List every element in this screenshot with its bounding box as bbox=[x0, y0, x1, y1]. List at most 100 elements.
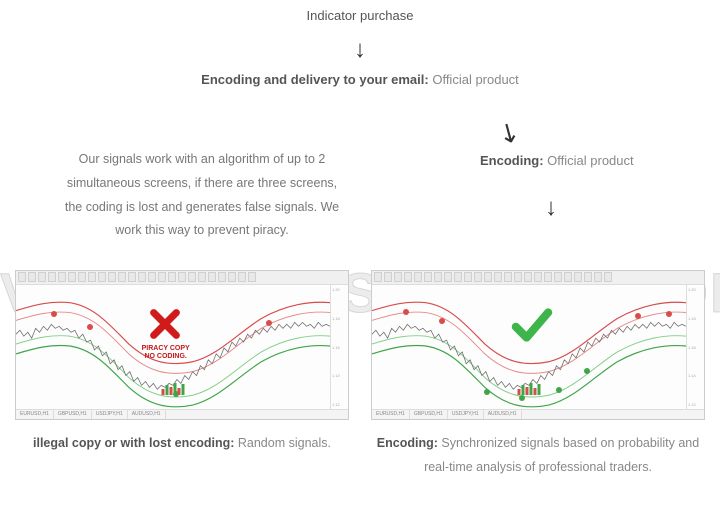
toolbar-button[interactable] bbox=[218, 272, 226, 282]
bars-indicator-icon bbox=[518, 383, 541, 395]
toolbar-button[interactable] bbox=[534, 272, 542, 282]
chart-tab[interactable]: AUDUSD,H1 bbox=[484, 410, 522, 419]
toolbar-button[interactable] bbox=[88, 272, 96, 282]
x-mark-icon bbox=[148, 307, 182, 346]
arrow-diagonal-icon: ↘ bbox=[492, 114, 526, 152]
chart-body bbox=[372, 285, 686, 409]
toolbar-button[interactable] bbox=[554, 272, 562, 282]
step2-light: Official product bbox=[429, 72, 519, 87]
charts-row: PIRACY COPY NO CODING. 1.201.181.161.141… bbox=[15, 270, 705, 420]
chart-piracy-copy: PIRACY COPY NO CODING. 1.201.181.161.141… bbox=[15, 270, 349, 420]
toolbar-button[interactable] bbox=[158, 272, 166, 282]
arrow-down-icon-2: ↓ bbox=[545, 194, 557, 222]
yaxis-tick: 1.18 bbox=[332, 316, 347, 321]
caption-encoding-sync: Encoding: Synchronized signals based on … bbox=[371, 432, 705, 480]
signal-dot-sell bbox=[635, 313, 641, 319]
toolbar-button[interactable] bbox=[228, 272, 236, 282]
toolbar-button[interactable] bbox=[28, 272, 36, 282]
toolbar-button[interactable] bbox=[238, 272, 246, 282]
bar-icon-bar bbox=[182, 384, 185, 395]
toolbar-button[interactable] bbox=[464, 272, 472, 282]
yaxis-tick: 1.20 bbox=[688, 287, 703, 292]
toolbar-button[interactable] bbox=[48, 272, 56, 282]
toolbar-button[interactable] bbox=[544, 272, 552, 282]
bars-indicator-icon bbox=[162, 383, 185, 395]
caption-illegal-copy: illegal copy or with lost encoding: Rand… bbox=[15, 432, 349, 480]
toolbar-button[interactable] bbox=[504, 272, 512, 282]
bar-icon-bar bbox=[518, 389, 521, 395]
toolbar-button[interactable] bbox=[524, 272, 532, 282]
bar-icon-bar bbox=[166, 385, 169, 395]
step2-bold: Encoding and delivery to your email: bbox=[201, 72, 429, 87]
toolbar-button[interactable] bbox=[58, 272, 66, 282]
chart-tab[interactable]: GBPUSD,H1 bbox=[54, 410, 92, 419]
toolbar-button[interactable] bbox=[148, 272, 156, 282]
toolbar-button[interactable] bbox=[414, 272, 422, 282]
chart-tab[interactable]: GBPUSD,H1 bbox=[410, 410, 448, 419]
toolbar-button[interactable] bbox=[68, 272, 76, 282]
toolbar-button[interactable] bbox=[594, 272, 602, 282]
toolbar-button[interactable] bbox=[168, 272, 176, 282]
toolbar-button[interactable] bbox=[128, 272, 136, 282]
arrow-down-icon: ↓ bbox=[0, 36, 720, 64]
caption-right-light: Synchronized signals based on probabilit… bbox=[424, 436, 699, 474]
toolbar-button[interactable] bbox=[188, 272, 196, 282]
chart-tab[interactable]: USDJPY,H1 bbox=[448, 410, 484, 419]
toolbar-button[interactable] bbox=[394, 272, 402, 282]
toolbar-button[interactable] bbox=[514, 272, 522, 282]
description-algorithm: Our signals work with an algorithm of up… bbox=[62, 148, 342, 243]
toolbar-button[interactable] bbox=[198, 272, 206, 282]
bar-icon-bar bbox=[538, 384, 541, 395]
chart-tab[interactable]: AUDUSD,H1 bbox=[128, 410, 166, 419]
chart-toolbar bbox=[16, 271, 348, 285]
toolbar-button[interactable] bbox=[248, 272, 256, 282]
toolbar-button[interactable] bbox=[38, 272, 46, 282]
toolbar-button[interactable] bbox=[98, 272, 106, 282]
chart-tabs: EURUSD,H1GBPUSD,H1USDJPY,H1AUDUSD,H1 bbox=[372, 409, 704, 419]
yaxis-tick: 1.14 bbox=[332, 373, 347, 378]
check-mark-icon bbox=[510, 307, 554, 348]
signal-dot-buy bbox=[584, 368, 590, 374]
piracy-line2: NO CODING. bbox=[144, 353, 186, 360]
chart-tab[interactable]: EURUSD,H1 bbox=[16, 410, 54, 419]
toolbar-button[interactable] bbox=[404, 272, 412, 282]
toolbar-button[interactable] bbox=[564, 272, 572, 282]
step-encoding: Encoding: Official product bbox=[480, 153, 634, 168]
toolbar-button[interactable] bbox=[584, 272, 592, 282]
toolbar-button[interactable] bbox=[384, 272, 392, 282]
step-encoding-delivery: Encoding and delivery to your email: Off… bbox=[0, 70, 720, 90]
step3-bold: Encoding: bbox=[480, 153, 544, 168]
toolbar-button[interactable] bbox=[454, 272, 462, 282]
step3-light: Official product bbox=[544, 153, 634, 168]
toolbar-button[interactable] bbox=[434, 272, 442, 282]
toolbar-button[interactable] bbox=[604, 272, 612, 282]
flow-container: Indicator purchase ↓ Encoding and delive… bbox=[0, 0, 720, 89]
toolbar-button[interactable] bbox=[474, 272, 482, 282]
toolbar-button[interactable] bbox=[424, 272, 432, 282]
chart-tab[interactable]: EURUSD,H1 bbox=[372, 410, 410, 419]
chart-yaxis: 1.201.181.161.141.12 bbox=[686, 285, 704, 409]
toolbar-button[interactable] bbox=[484, 272, 492, 282]
toolbar-button[interactable] bbox=[18, 272, 26, 282]
toolbar-button[interactable] bbox=[108, 272, 116, 282]
chart-official-product: 1.201.181.161.141.12 EURUSD,H1GBPUSD,H1U… bbox=[371, 270, 705, 420]
piracy-line1: PIRACY COPY bbox=[142, 345, 190, 352]
chart-tab[interactable]: USDJPY,H1 bbox=[92, 410, 128, 419]
toolbar-button[interactable] bbox=[574, 272, 582, 282]
piracy-label: PIRACY COPY NO CODING. bbox=[142, 345, 190, 362]
toolbar-button[interactable] bbox=[178, 272, 186, 282]
bar-icon-bar bbox=[522, 385, 525, 395]
toolbar-button[interactable] bbox=[138, 272, 146, 282]
toolbar-button[interactable] bbox=[374, 272, 382, 282]
toolbar-button[interactable] bbox=[78, 272, 86, 282]
chart-toolbar bbox=[372, 271, 704, 285]
toolbar-button[interactable] bbox=[494, 272, 502, 282]
toolbar-button[interactable] bbox=[208, 272, 216, 282]
toolbar-button[interactable] bbox=[118, 272, 126, 282]
chart-tabs: EURUSD,H1GBPUSD,H1USDJPY,H1AUDUSD,H1 bbox=[16, 409, 348, 419]
bar-icon-bar bbox=[170, 387, 173, 395]
yaxis-tick: 1.14 bbox=[688, 373, 703, 378]
toolbar-button[interactable] bbox=[444, 272, 452, 282]
chart-yaxis: 1.201.181.161.141.12 bbox=[330, 285, 348, 409]
step-indicator-purchase: Indicator purchase bbox=[0, 6, 720, 26]
